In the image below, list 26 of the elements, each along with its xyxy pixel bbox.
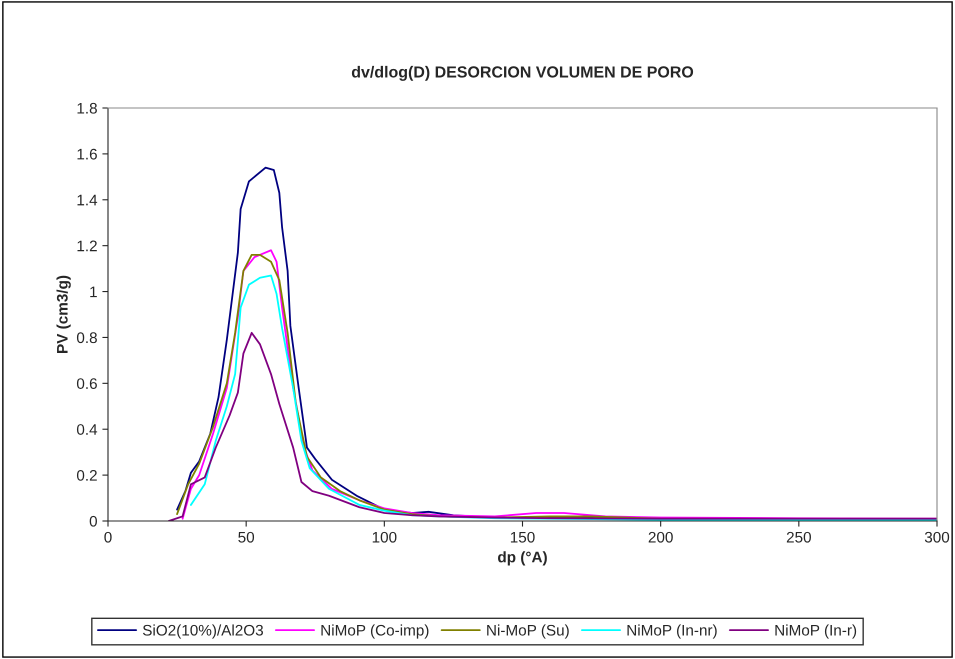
x-tick-label: 200 (648, 532, 673, 543)
x-tick-label: 100 (372, 532, 396, 543)
x-tick-label: 250 (786, 532, 811, 543)
y-tick-label: 0.8 (76, 332, 97, 344)
x-tick-label: 150 (510, 532, 535, 543)
line-series (168, 332, 937, 521)
x-tick-label: 0 (104, 532, 112, 543)
y-axis-title: PV (cm3/g) (56, 276, 71, 353)
y-tick-label: 1.6 (78, 148, 97, 160)
y-tick-label: 1.2 (78, 240, 97, 252)
legend-label: NiMoP (In-r) (775, 624, 856, 639)
y-tick-label: 1.8 (78, 102, 97, 114)
y-tick-label: 0.2 (76, 470, 97, 481)
y-tick-label: 1 (90, 286, 97, 298)
y-tick-label: 0.6 (76, 378, 97, 390)
y-tick-label: 1.4 (78, 194, 98, 206)
legend-label: NiMoP (In-nr) (627, 624, 717, 639)
y-tick-label: 0.4 (76, 424, 98, 435)
legend-label: SiO2(10%)/Al2O3 (142, 624, 263, 639)
legend-label: NiMoP (Co-imp) (321, 624, 428, 639)
chart-title: dv/dlog(D) DESORCION VOLUMEN DE PORO (352, 66, 694, 81)
legend-label: Ni-MoP (Su) (487, 624, 569, 639)
y-tick-label: 0 (90, 516, 97, 527)
x-tick-label: 50 (238, 532, 254, 543)
x-axis-title: dp (°A) (498, 551, 547, 566)
x-tick-label: 300 (924, 532, 950, 543)
